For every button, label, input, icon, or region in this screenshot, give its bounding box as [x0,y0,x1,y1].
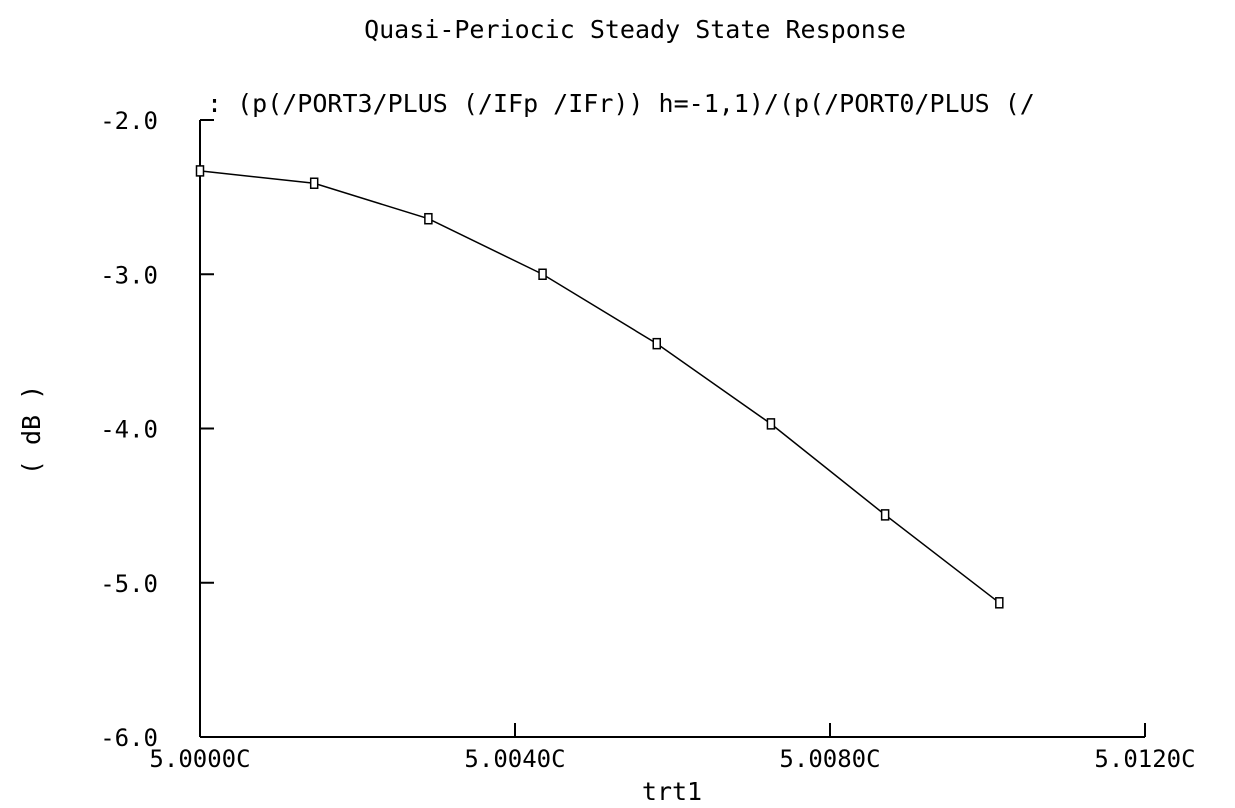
data-point-marker [195,165,205,177]
x-ticks: 5.0000C 5.0040C 5.0080C 5.0120C [149,723,1196,773]
x-tick-label: 5.0120C [1094,745,1195,773]
data-point-marker [309,177,319,189]
data-point-marker [538,268,547,280]
data-point-marker [995,597,1004,609]
series-line [199,170,1000,604]
y-tick-label: -4.0 [100,416,158,444]
x-tick-label: 5.0000C [149,745,250,773]
x-axis-label: trt1 [642,777,702,806]
chart-title: Quasi-Periocic Steady State Response [364,15,906,44]
y-tick-label: -3.0 [100,261,158,289]
data-point-marker [766,418,776,430]
y-tick-label: -6.0 [100,724,158,752]
chart-subtitle: : (p(/PORT3/PLUS (/IFp /IFr)) h=-1,1)/(p… [207,89,1035,118]
x-tick-label: 5.0040C [464,745,565,773]
data-point-marker [652,337,661,350]
y-axis-label: ( dB ) [17,385,46,475]
y-ticks: -2.0 -3.0 -4.0 -5.0 -6.0 [100,107,214,752]
y-tick-label: -2.0 [100,107,158,135]
data-point-marker [424,212,433,225]
series-layer [195,165,1004,609]
x-tick-label: 5.0080C [779,745,880,773]
data-point-marker [880,509,890,521]
y-tick-label: -5.0 [100,570,158,598]
